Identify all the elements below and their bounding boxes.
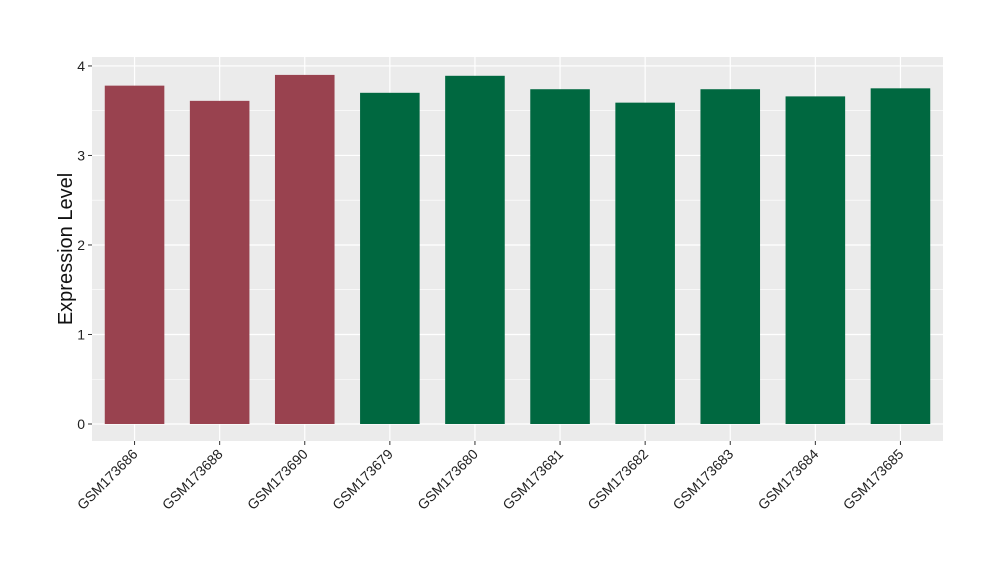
x-tick-label: GSM173690 <box>244 446 311 513</box>
x-tick-label: GSM173688 <box>159 446 226 513</box>
x-tick-label: GSM173686 <box>74 446 141 513</box>
bar-GSM173684 <box>785 96 846 424</box>
x-tick-label: GSM173684 <box>755 446 822 513</box>
y-tick-label: 4 <box>77 58 85 74</box>
bars <box>104 74 931 424</box>
bar-GSM173682 <box>615 102 675 424</box>
x-axis: GSM173686 GSM173688 GSM173690 GSM173679 GSM1… <box>74 441 907 513</box>
x-tick-label: GSM173682 <box>584 446 651 513</box>
x-tick-label: GSM173681 <box>499 446 566 513</box>
bar-GSM173679 <box>360 92 420 424</box>
bar-GSM173683 <box>700 89 761 424</box>
y-axis: 0 1 2 3 4 <box>77 58 92 432</box>
x-tick-label: GSM173685 <box>840 446 907 513</box>
bar-GSM173690 <box>274 74 335 424</box>
bar-GSM173688 <box>189 100 250 424</box>
x-tick-label: GSM173683 <box>669 446 736 513</box>
y-tick-label: 1 <box>77 326 85 342</box>
x-tick-label: GSM173680 <box>414 446 481 513</box>
bar-GSM173686 <box>104 85 165 424</box>
bar-GSM173685 <box>870 88 931 424</box>
y-tick-label: 3 <box>77 147 85 163</box>
bar-GSM173681 <box>530 89 590 424</box>
x-tick-label: GSM173679 <box>329 446 396 513</box>
y-tick-label: 2 <box>77 237 85 253</box>
y-axis-title: Expression Level <box>55 173 77 325</box>
bar-GSM173680 <box>445 75 505 424</box>
y-tick-label: 0 <box>77 416 85 432</box>
